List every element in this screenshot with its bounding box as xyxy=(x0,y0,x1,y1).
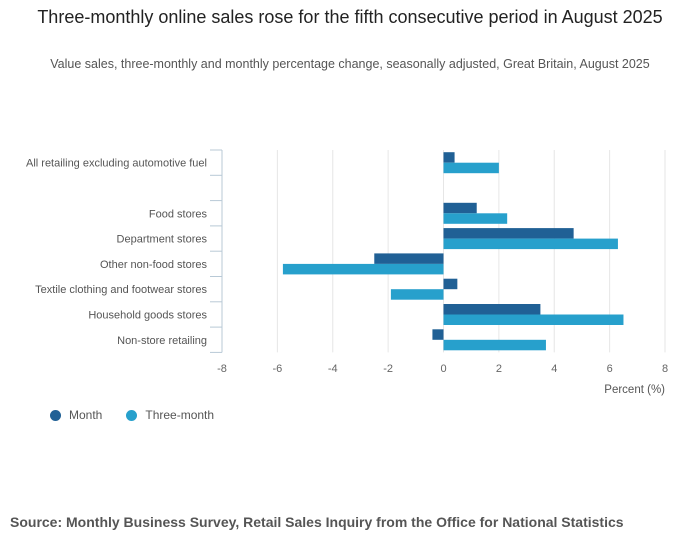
bar-month-6 xyxy=(443,304,541,315)
bar-month-2 xyxy=(443,202,477,214)
bar-three-month-4 xyxy=(282,263,444,275)
bars xyxy=(282,152,624,351)
category-label-7: Non-store retailing xyxy=(117,335,207,347)
bar-three-month-7 xyxy=(443,339,546,351)
x-tick-label-5: 2 xyxy=(496,363,502,375)
x-tick-label-2: -4 xyxy=(328,363,338,375)
category-label-2: Food stores xyxy=(149,208,208,220)
bar-three-month-2 xyxy=(443,213,508,224)
bar-three-month-0 xyxy=(443,162,499,174)
bar-month-0 xyxy=(443,152,455,163)
x-tick-label-8: 8 xyxy=(662,363,668,375)
bar-month-7 xyxy=(432,329,444,340)
bar-month-5 xyxy=(443,278,458,290)
category-label-3: Department stores xyxy=(117,234,208,246)
legend-label-month: Month xyxy=(69,408,103,422)
bar-month-3 xyxy=(443,228,574,239)
x-tick-label-3: -2 xyxy=(383,363,393,375)
bar-chart: All retailing excluding automotive fuel F… xyxy=(26,149,668,396)
x-tick-label-4: 0 xyxy=(440,363,446,375)
source-note: Source: Monthly Business Survey, Retail … xyxy=(10,514,624,530)
legend: Month Three-month xyxy=(50,408,214,422)
chart-title: Three-monthly online sales rose for the … xyxy=(37,7,663,27)
legend-item-three-month[interactable]: Three-month xyxy=(126,408,214,422)
category-label-6: Household goods stores xyxy=(88,309,207,321)
legend-item-month[interactable]: Month xyxy=(50,408,102,422)
legend-label-three-month: Three-month xyxy=(145,408,215,422)
legend-swatch-month xyxy=(50,409,61,421)
x-tick-label-1: -6 xyxy=(272,363,282,375)
legend-swatch-three-month xyxy=(126,409,138,421)
x-tick-label-7: 6 xyxy=(607,363,613,375)
x-axis-label: Percent (%) xyxy=(604,384,665,396)
bar-three-month-3 xyxy=(443,238,618,250)
bar-month-4 xyxy=(374,253,444,264)
category-label-4: Other non-food stores xyxy=(100,259,208,271)
x-tick-label-0: -8 xyxy=(217,363,227,375)
x-tick-label-6: 4 xyxy=(551,363,557,375)
x-tick-labels: -8 -6 -4 -2 0 2 4 6 8 xyxy=(217,363,668,375)
category-label-0: All retailing excluding automotive fuel xyxy=(26,158,207,170)
chart-subtitle: Value sales, three-monthly and monthly p… xyxy=(50,57,650,71)
bar-three-month-6 xyxy=(443,314,624,325)
category-ticks xyxy=(210,149,223,353)
category-label-5: Textile clothing and footwear stores xyxy=(35,284,207,296)
category-labels: All retailing excluding automotive fuel F… xyxy=(26,158,207,347)
bar-three-month-5 xyxy=(390,289,444,300)
